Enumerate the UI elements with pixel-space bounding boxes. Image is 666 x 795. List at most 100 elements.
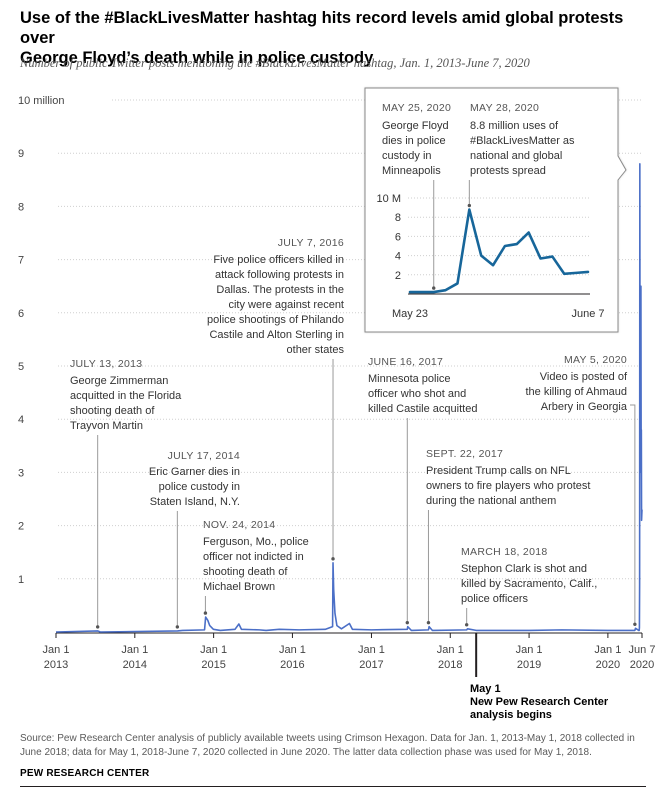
y-tick-label: 10 million [18, 95, 64, 107]
annotation-date: MARCH 18, 2018 [461, 546, 548, 558]
x-tick-label: 2013 [44, 659, 68, 671]
annotation-dot [633, 622, 637, 626]
annotation-text: Five police officers killed in [213, 254, 344, 266]
annotation-date: NOV. 24, 2014 [203, 519, 275, 531]
inset-annotation-date: MAY 28, 2020 [470, 102, 539, 114]
annotation-text: killed by Sacramento, Calif., [461, 578, 597, 590]
x-tick-label: 2015 [201, 659, 225, 671]
annotation-text: police officers [461, 593, 529, 605]
inset-y-tick-label: 6 [395, 231, 401, 243]
annotations: JULY 13, 2013 George Zimmerman acquitted i… [70, 237, 637, 629]
inset-annotation-peak: MAY 28, 2020 8.8 million uses of #BlackLiv… [467, 102, 575, 208]
inset-annotation-text: Minneapolis [382, 165, 441, 177]
annotation-dot [405, 620, 409, 625]
annotation-date: JULY 17, 2014 [168, 450, 240, 462]
annotation-text: Castile and Alton Sterling in [209, 329, 344, 341]
annotation-castile: JUNE 16, 2017 Minnesota police officer who… [368, 356, 477, 625]
y-tick-label: 4 [18, 414, 24, 426]
annotation-dot [331, 557, 335, 561]
x-tick-label: 2019 [517, 659, 541, 671]
y-tick-label: 7 [18, 255, 24, 267]
annotation-text: officer who shot and [368, 388, 466, 400]
inset-annotation-dot [432, 286, 436, 290]
x-axis: Jan 1 2013 Jan 1 2014 Jan 1 2015 Jan 1 2016 Jan … [43, 632, 656, 671]
annotation-arbery: MAY 5, 2020 Video is posted of the killing… [525, 354, 637, 626]
annotation-text: Eric Garner dies in [149, 466, 240, 478]
annotation-text: George Zimmerman [70, 375, 168, 387]
x-tick-label: 2016 [280, 659, 304, 671]
annotation-text: attack following protests in [215, 269, 344, 281]
annotation-text: Video is posted of [540, 371, 628, 383]
annotation-text: Dallas. The protests in the [216, 284, 344, 296]
inset-annotation-text: #BlackLivesMatter as [470, 135, 575, 147]
annotation-text: President Trump calls on NFL [426, 465, 571, 477]
annotation-dot [175, 625, 180, 629]
annotation-dallas: JULY 7, 2016 Five police officers killed … [207, 237, 344, 561]
inset-annotation-text: custody in [382, 150, 432, 162]
annotation-dot [464, 623, 469, 627]
org-name: PEW RESEARCH CENTER [20, 768, 150, 779]
inset-x-tick-label: June 7 [571, 308, 604, 320]
annotation-text: killed Castile acquitted [368, 403, 477, 415]
inset-chart: 2 4 6 8 10 M May 23 June 7 MAY 25, 2020 George F… [364, 87, 627, 333]
annotation-text: during the national anthem [426, 495, 556, 507]
y-tick-label: 8 [18, 201, 24, 213]
annotation-text: owners to fire players who protest [426, 480, 590, 492]
annotation-text: officer not indicted in [203, 551, 304, 563]
y-tick-label: 5 [18, 361, 24, 373]
inset-x-tick-label: May 23 [392, 308, 428, 320]
y-tick-label: 2 [18, 521, 24, 533]
annotation-date: MAY 5, 2020 [564, 354, 627, 366]
annotation-text: acquitted in the Florida [70, 390, 182, 402]
inset-annotation-floyd: MAY 25, 2020 George Floyd dies in police cu… [382, 102, 451, 290]
inset-series-line [408, 208, 590, 294]
inset-annotation-text: national and global [470, 150, 562, 162]
x-tick-label: Jun 7 [629, 644, 656, 656]
annotation-clark: MARCH 18, 2018 Stephon Clark is shot and k… [461, 546, 597, 627]
annotation-text: Minnesota police [368, 373, 451, 385]
annotation-text: Arbery in Georgia [541, 401, 628, 413]
x-tick-label: 2020 [630, 659, 654, 671]
inset-annotation-dot [467, 203, 472, 208]
annotation-text: shooting death of [203, 566, 288, 578]
annotation-text: Staten Island, N.Y. [150, 496, 240, 508]
annotation-text: Michael Brown [203, 581, 275, 593]
inset-annotation-date: MAY 25, 2020 [382, 102, 451, 114]
inset-box: 2 4 6 8 10 M May 23 June 7 MAY 25, 2020 George F… [364, 87, 627, 333]
inset-annotation-text: 8.8 million uses of [470, 120, 559, 132]
x-tick-label: 2018 [438, 659, 462, 671]
annotation-dot [203, 611, 208, 615]
y-tick-label: 6 [18, 308, 24, 320]
inset-annotation-text: George Floyd [382, 120, 449, 132]
annotation-text: city were against recent [228, 299, 344, 311]
analysis-marker-label: analysis begins [470, 709, 552, 721]
annotation-date: JULY 7, 2016 [278, 237, 344, 249]
x-tick-label: Jan 1 [279, 644, 306, 656]
annotation-ferguson: NOV. 24, 2014 Ferguson, Mo., police office… [203, 519, 309, 615]
inset-y-tick-label: 8 [395, 212, 401, 224]
analysis-marker-label: May 1 [470, 683, 501, 695]
annotation-date: JULY 13, 2013 [70, 358, 142, 370]
annotation-text: police shootings of Philando [207, 314, 344, 326]
annotation-trump: SEPT. 22, 2017 President Trump calls on N… [426, 448, 590, 625]
annotation-text: Stephon Clark is shot and [461, 563, 587, 575]
annotation-garner: JULY 17, 2014 Eric Garner dies in police c… [149, 450, 240, 629]
annotation-dot [95, 625, 100, 629]
inset-y-tick-label: 10 M [377, 193, 401, 205]
x-tick-label: 2014 [123, 659, 147, 671]
inset-y-tick-label: 2 [395, 270, 401, 282]
annotation-date: SEPT. 22, 2017 [426, 448, 503, 460]
y-tick-label: 3 [18, 467, 24, 479]
x-tick-label: Jan 1 [594, 644, 621, 656]
y-axis: 1 2 3 4 5 6 7 8 9 10 million [18, 95, 64, 586]
title-line-2: George Floyd’s death while in police cus… [20, 49, 374, 67]
inset-y-tick-label: 4 [395, 251, 401, 263]
source-note: Source: Pew Research Center analysis of … [20, 733, 635, 758]
series [55, 163, 643, 633]
annotation-text: police custody in [159, 481, 240, 493]
x-tick-label: Jan 1 [43, 644, 70, 656]
y-tick-label: 1 [18, 574, 24, 586]
x-tick-label: 2020 [596, 659, 620, 671]
